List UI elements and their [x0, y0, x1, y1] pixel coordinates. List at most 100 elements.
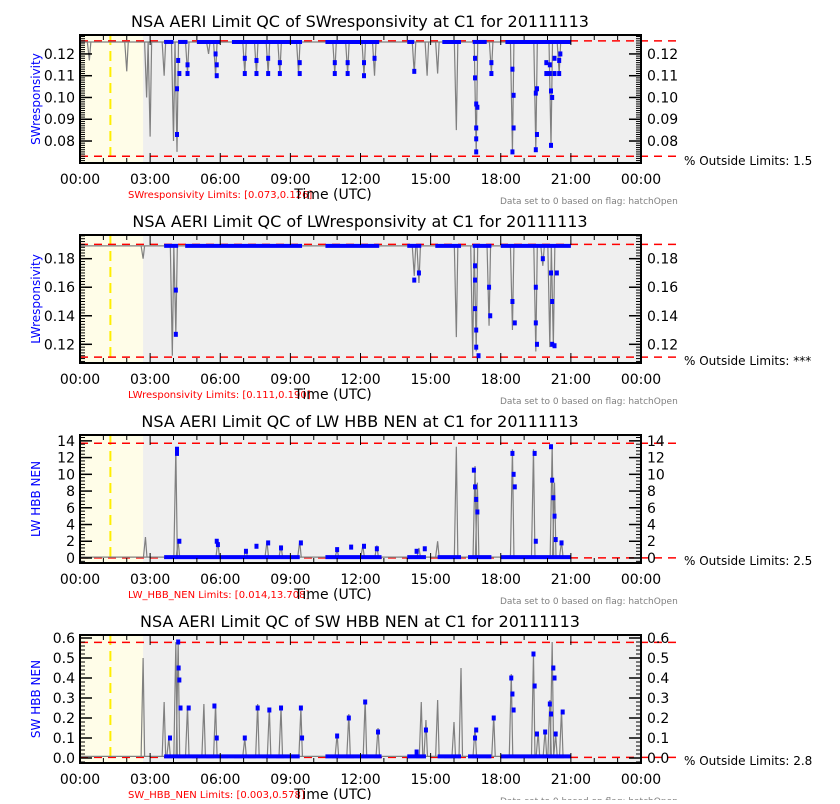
flagged-point	[422, 546, 427, 552]
flagged-point	[412, 68, 417, 74]
flagged-point	[332, 71, 337, 77]
flagged-point	[175, 86, 180, 92]
x-axis-label: Time (UTC)	[293, 787, 371, 800]
flagged-point	[414, 749, 419, 755]
flagged-point	[185, 62, 190, 68]
flagged-point	[176, 57, 181, 63]
x-tick-label: 15:00	[410, 372, 450, 388]
x-axis-label: Time (UTC)	[293, 387, 371, 403]
flagged-point	[512, 320, 517, 326]
flagged-point	[552, 71, 557, 77]
y-tick-label-right: 0.16	[647, 280, 678, 296]
x-tick-label: 12:00	[340, 172, 380, 188]
data-line-spike	[474, 482, 480, 558]
x-tick-label: 00:00	[60, 572, 100, 588]
flagged-point	[509, 675, 514, 681]
flagged-point	[510, 66, 515, 72]
flagged-point	[549, 711, 554, 717]
flagged-point	[167, 735, 172, 741]
flagged-point	[476, 353, 481, 359]
data-line-spike	[451, 721, 457, 757]
data-line-spike	[170, 41, 176, 142]
y-tick-label-right: 12	[647, 451, 665, 467]
data-line-spike	[549, 641, 555, 757]
data-line-spike	[530, 449, 536, 558]
flagged-point	[297, 60, 302, 66]
x-tick-label: 12:00	[340, 772, 380, 788]
data-line-spike	[509, 245, 515, 331]
flagged-point	[266, 55, 271, 61]
y-tick-label-right: 8	[647, 484, 656, 500]
data-line-spike	[509, 449, 515, 558]
flagged-point	[376, 729, 381, 735]
flagged-point	[511, 707, 516, 713]
y-tick-label-left: 10	[57, 467, 75, 483]
flagged-point	[474, 136, 479, 142]
data-line-spike	[278, 545, 284, 558]
flagged-point	[474, 496, 479, 502]
limits-text: LWresponsivity Limits: [0.111,0.190]	[128, 390, 311, 401]
x-axis-label: Time (UTC)	[293, 587, 371, 603]
x-tick-label: 06:00	[200, 372, 240, 388]
plot-area	[80, 35, 641, 163]
flagged-point	[254, 57, 259, 63]
data-line-spike	[470, 245, 475, 358]
x-tick-label: 09:00	[270, 172, 310, 188]
x-tick-label: 03:00	[130, 372, 170, 388]
flagged-point	[474, 727, 479, 733]
y-tick-label-right: 0.3	[647, 691, 669, 707]
x-tick-label: 15:00	[410, 572, 450, 588]
flagged-point	[346, 715, 351, 721]
data-line-spike	[205, 41, 211, 55]
flagged-point	[553, 731, 558, 737]
x-tick-label: 12:00	[340, 572, 380, 588]
flagged-point	[474, 125, 479, 131]
flagged-point	[512, 484, 517, 490]
x-tick-label: 18:00	[481, 172, 521, 188]
y-axis-label: LW HBB NEN	[29, 461, 43, 537]
y-tick-label-left: 0.1	[53, 731, 75, 747]
data-line-spike	[140, 657, 146, 757]
flagged-point	[532, 683, 537, 689]
y-tick-label-right: 0.10	[647, 90, 678, 106]
flagged-point	[473, 306, 478, 312]
data-line-spike	[540, 245, 545, 266]
y-tick-label-right: 4	[647, 518, 656, 534]
flagged-point	[474, 101, 479, 107]
y-tick-label-right: 10	[647, 467, 665, 483]
hatch-open-region	[80, 435, 144, 563]
x-tick-label: 21:00	[551, 372, 591, 388]
y-tick-label-left: 0.08	[44, 134, 75, 150]
flagged-point	[416, 270, 421, 276]
x-tick-label: 00:00	[621, 772, 661, 788]
data-line-spike	[374, 545, 379, 558]
y-tick-label-left: 0.14	[44, 309, 75, 325]
flagged-point	[473, 75, 478, 81]
y-tick-label-left: 0.4	[53, 671, 75, 687]
data-line-spike	[174, 41, 180, 152]
data-line-spike	[169, 245, 175, 356]
outside-limits-text: % Outside Limits: 2.5	[684, 554, 812, 568]
y-tick-label-right: 0.2	[647, 711, 669, 727]
y-tick-label-left: 0.10	[44, 90, 75, 106]
flagged-point	[254, 71, 259, 77]
flagged-point	[549, 142, 554, 148]
panel-0: 0.08 0.08 0.09 0.09 0.10 0.10 0.11 0.11 0.12 0.12…	[29, 12, 812, 207]
x-tick-label: 03:00	[130, 772, 170, 788]
data-line-spike	[255, 703, 260, 757]
x-tick-label: 00:00	[621, 372, 661, 388]
flagged-point	[489, 60, 494, 66]
y-tick-label-left: 0.11	[44, 69, 75, 85]
flagged-point	[213, 51, 218, 57]
flagged-point	[557, 57, 562, 63]
flagged-point	[547, 701, 552, 707]
data-line-spike	[423, 719, 429, 757]
flagged-point	[185, 71, 190, 77]
flagged-point	[550, 341, 555, 347]
data-line-spike	[371, 41, 377, 76]
data-line-spike	[486, 245, 492, 326]
x-tick-label: 09:00	[270, 572, 310, 588]
flagged-point	[550, 94, 555, 100]
data-line-spike	[458, 667, 464, 757]
y-axis-label: SW HBB NEN	[29, 660, 43, 738]
